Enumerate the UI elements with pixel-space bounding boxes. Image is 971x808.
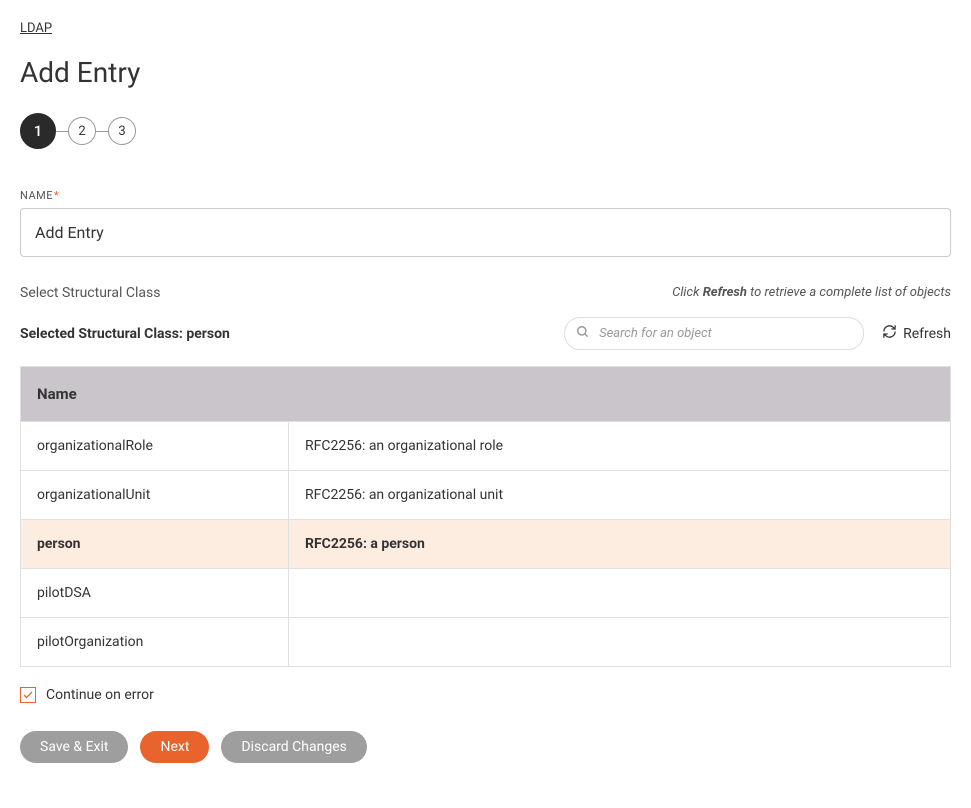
table-row[interactable]: personRFC2256: a person [21,519,950,568]
class-name-cell: pilotDSA [21,569,289,617]
next-button[interactable]: Next [140,731,209,763]
class-name-cell: organizationalRole [21,422,289,470]
action-buttons: Save & Exit Next Discard Changes [20,731,951,763]
table-row[interactable]: organizationalUnitRFC2256: an organizati… [21,470,950,519]
class-desc-cell: RFC2256: an organizational unit [289,471,950,519]
table-row[interactable]: pilotOrganization [21,617,950,666]
checkbox-icon [20,687,36,703]
structural-section-label: Select Structural Class [20,285,160,301]
page-title: Add Entry [20,56,951,89]
continue-on-error-checkbox[interactable]: Continue on error [20,687,951,703]
step-3[interactable]: 3 [108,117,136,145]
table-row[interactable]: pilotDSA [21,568,950,617]
table-row[interactable]: organizationalRoleRFC2256: an organizati… [21,421,950,470]
refresh-button[interactable]: Refresh [882,324,951,343]
breadcrumb-ldap[interactable]: LDAP [20,21,52,36]
selected-structural-class: Selected Structural Class: person [20,326,230,342]
continue-on-error-label: Continue on error [46,687,154,703]
discard-changes-button[interactable]: Discard Changes [221,731,366,763]
refresh-hint: Click Refresh to retrieve a complete lis… [672,285,951,300]
step-connector [56,131,68,132]
class-name-cell: pilotOrganization [21,618,289,666]
save-exit-button[interactable]: Save & Exit [20,731,128,763]
step-2[interactable]: 2 [68,117,96,145]
class-desc-cell: RFC2256: an organizational role [289,422,950,470]
name-input[interactable] [20,208,951,257]
class-name-cell: organizationalUnit [21,471,289,519]
class-desc-cell: RFC2256: a person [289,520,950,568]
name-field-label: NAME* [20,189,951,202]
class-desc-cell [289,569,950,617]
structural-class-table: Name organizationalRoleRFC2256: an organ… [20,366,951,667]
required-indicator: * [54,189,59,202]
class-desc-cell [289,618,950,666]
refresh-icon [882,324,897,343]
table-header-name: Name [21,367,950,421]
stepper: 1 2 3 [20,113,951,149]
search-input[interactable] [564,317,864,350]
search-wrapper [564,317,864,350]
step-1[interactable]: 1 [20,113,56,149]
class-name-cell: person [21,520,289,568]
refresh-label: Refresh [903,326,951,342]
step-connector [96,131,108,132]
